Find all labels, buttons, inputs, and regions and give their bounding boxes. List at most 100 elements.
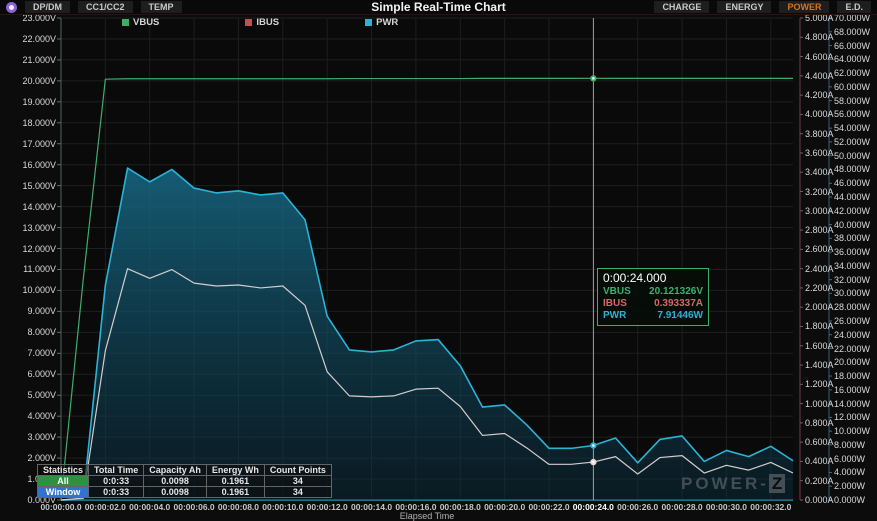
pwr-area xyxy=(61,168,793,500)
stats-window-total-time: 0:0:33 xyxy=(88,486,145,498)
tab-dp-dm[interactable]: DP/DM xyxy=(25,1,70,13)
axis-tick-label: 66.000W xyxy=(834,40,871,51)
top-bar: DP/DM CC1/CC2 TEMP Simple Real-Time Char… xyxy=(0,0,877,15)
axis-tick-label: 4.600A xyxy=(805,51,834,62)
axis-tick-label: 9.000V xyxy=(27,306,56,317)
axis-tick-label: 2.000W xyxy=(834,481,866,492)
axis-tick-label: 58.000W xyxy=(834,95,871,106)
axis-tick-label: 00:00:26.0 xyxy=(617,502,659,512)
stats-all-count-points: 34 xyxy=(263,475,332,487)
axis-tick-label: 4.000W xyxy=(834,467,866,478)
chart-legend: VBUS IBUS PWR xyxy=(122,17,398,28)
cursor-row-ibus: IBUS 0.393337A xyxy=(603,298,703,310)
axis-tick-label: 00:00:00.0 xyxy=(40,502,82,512)
legend-item-pwr[interactable]: PWR xyxy=(365,17,398,28)
cursor-ibus-value: 0.393337A xyxy=(654,298,703,309)
stats-header-statistics: Statistics xyxy=(36,464,90,476)
axis-tick-label: 5.000A xyxy=(805,13,834,23)
vbus-swatch-icon xyxy=(122,19,129,26)
stats-header-count-points: Count Points xyxy=(263,464,332,476)
axis-tick-label: 6.000W xyxy=(834,453,866,464)
legend-item-ibus[interactable]: IBUS xyxy=(245,17,279,28)
tab-ed[interactable]: E.D. xyxy=(837,1,871,13)
axis-tick-label: 0.000V xyxy=(27,495,56,505)
stats-window-energy-wh: 0.1961 xyxy=(205,486,265,498)
axis-tick-label: 4.000V xyxy=(27,411,56,422)
stats-all-label[interactable]: All xyxy=(36,475,90,487)
axis-tick-label: 8.000W xyxy=(834,439,866,450)
axis-tick-label: 4.800A xyxy=(805,32,834,43)
axis-tick-label: 0.400A xyxy=(805,456,834,467)
axis-tick-label: 1.200A xyxy=(805,379,834,390)
axis-tick-label: 38.000W xyxy=(834,233,871,244)
axis-tick-label: 26.000W xyxy=(834,315,871,326)
axis-tick-label: 23.000V xyxy=(22,13,56,23)
axis-tick-label: 64.000W xyxy=(834,54,871,65)
cursor-ibus-name: IBUS xyxy=(603,298,627,309)
axis-tick-label: 0.200A xyxy=(805,475,834,486)
legend-item-vbus[interactable]: VBUS xyxy=(122,17,159,28)
stats-header-capacity-ah: Capacity Ah xyxy=(143,464,207,476)
axis-tick-label: 28.000W xyxy=(834,302,871,313)
axis-tick-label: 46.000W xyxy=(834,178,871,189)
tab-charge[interactable]: CHARGE xyxy=(654,1,710,13)
axis-tick-label: 00:00:20.0 xyxy=(484,502,526,512)
watermark-z: Z xyxy=(768,474,786,493)
axis-tick-label: 3.400A xyxy=(805,167,834,178)
axis-tick-label: 2.000A xyxy=(805,302,834,313)
stats-all-energy-wh: 0.1961 xyxy=(205,475,265,487)
axis-tick-label: 70.000W xyxy=(834,13,871,23)
axis-tick-label: 00:00:10.0 xyxy=(262,502,304,512)
axis-tick-label: 1.600A xyxy=(805,340,834,351)
axis-tick-label: 00:00:14.0 xyxy=(350,502,393,512)
axis-tick-label: 20.000W xyxy=(834,357,871,368)
axis-tick-label: 00:00:24.0 xyxy=(572,502,614,512)
app-logo-icon[interactable] xyxy=(6,1,17,13)
axis-tick-label: 20.000V xyxy=(22,75,56,86)
logo-dot-icon xyxy=(9,4,14,10)
axis-tick-label: 1.000A xyxy=(805,398,834,409)
axis-tick-label: 15.000V xyxy=(22,180,56,191)
axis-tick-label: 54.000W xyxy=(834,123,871,134)
cursor-pwr-name: PWR xyxy=(603,310,627,321)
axis-tick-label: 18.000V xyxy=(22,117,56,128)
axis-tick-label: 12.000W xyxy=(834,412,871,423)
axis-tick-label: 2.200A xyxy=(805,282,834,293)
stats-all-capacity-ah: 0.0098 xyxy=(143,475,207,487)
stats-window-label[interactable]: Window xyxy=(36,486,90,498)
axis-tick-label: 4.200A xyxy=(805,90,834,101)
axis-tick-label: 00:00:16.0 xyxy=(395,502,437,512)
axis-tick-label: 10.000V xyxy=(22,285,56,296)
axis-tick-label: 4.000A xyxy=(805,109,834,120)
axis-tick-label: 14.000V xyxy=(22,201,56,212)
axis-tick-label: 1.800A xyxy=(805,321,834,332)
axis-tick-label: 22.000V xyxy=(22,33,56,44)
tab-cc1-cc2[interactable]: CC1/CC2 xyxy=(78,1,133,13)
cursor-marker-ibus-core xyxy=(592,460,595,464)
pwr-line xyxy=(60,167,794,501)
tab-energy[interactable]: ENERGY xyxy=(717,1,772,13)
ibus-line xyxy=(60,268,794,501)
stats-all-total-time: 0:0:33 xyxy=(88,475,145,487)
axis-tick-label: 1.400A xyxy=(805,360,834,371)
topbar-left-group: DP/DM CC1/CC2 TEMP xyxy=(6,1,182,13)
axis-tick-label: 2.600A xyxy=(805,244,834,255)
stats-row-window: Window 0:0:33 0.0098 0.1961 34 xyxy=(36,486,332,498)
axis-tick-label: 10.000W xyxy=(834,426,871,437)
axis-tick-label: 17.000V xyxy=(22,138,56,149)
axis-tick-label: 00:00:32.0 xyxy=(750,502,792,512)
x-axis-title: Elapsed Time xyxy=(399,511,455,521)
cursor-row-vbus: VBUS 20.121326V xyxy=(603,286,703,298)
tab-temp[interactable]: TEMP xyxy=(140,1,182,13)
axis-tick-label: 44.000W xyxy=(834,192,871,203)
axis-tick-label: 32.000W xyxy=(834,274,871,285)
cursor-time-label: 0:00:24.000 xyxy=(603,271,667,285)
axis-tick-label: 42.000W xyxy=(834,205,871,216)
axis-tick-label: 0.600A xyxy=(805,437,834,448)
axis-tick-label: 56.000W xyxy=(834,109,871,120)
axis-tick-label: 2.400A xyxy=(805,263,834,274)
tab-power[interactable]: POWER xyxy=(779,1,830,13)
axis-tick-label: 8.000V xyxy=(27,327,56,338)
axis-tick-label: 60.000W xyxy=(834,81,871,92)
